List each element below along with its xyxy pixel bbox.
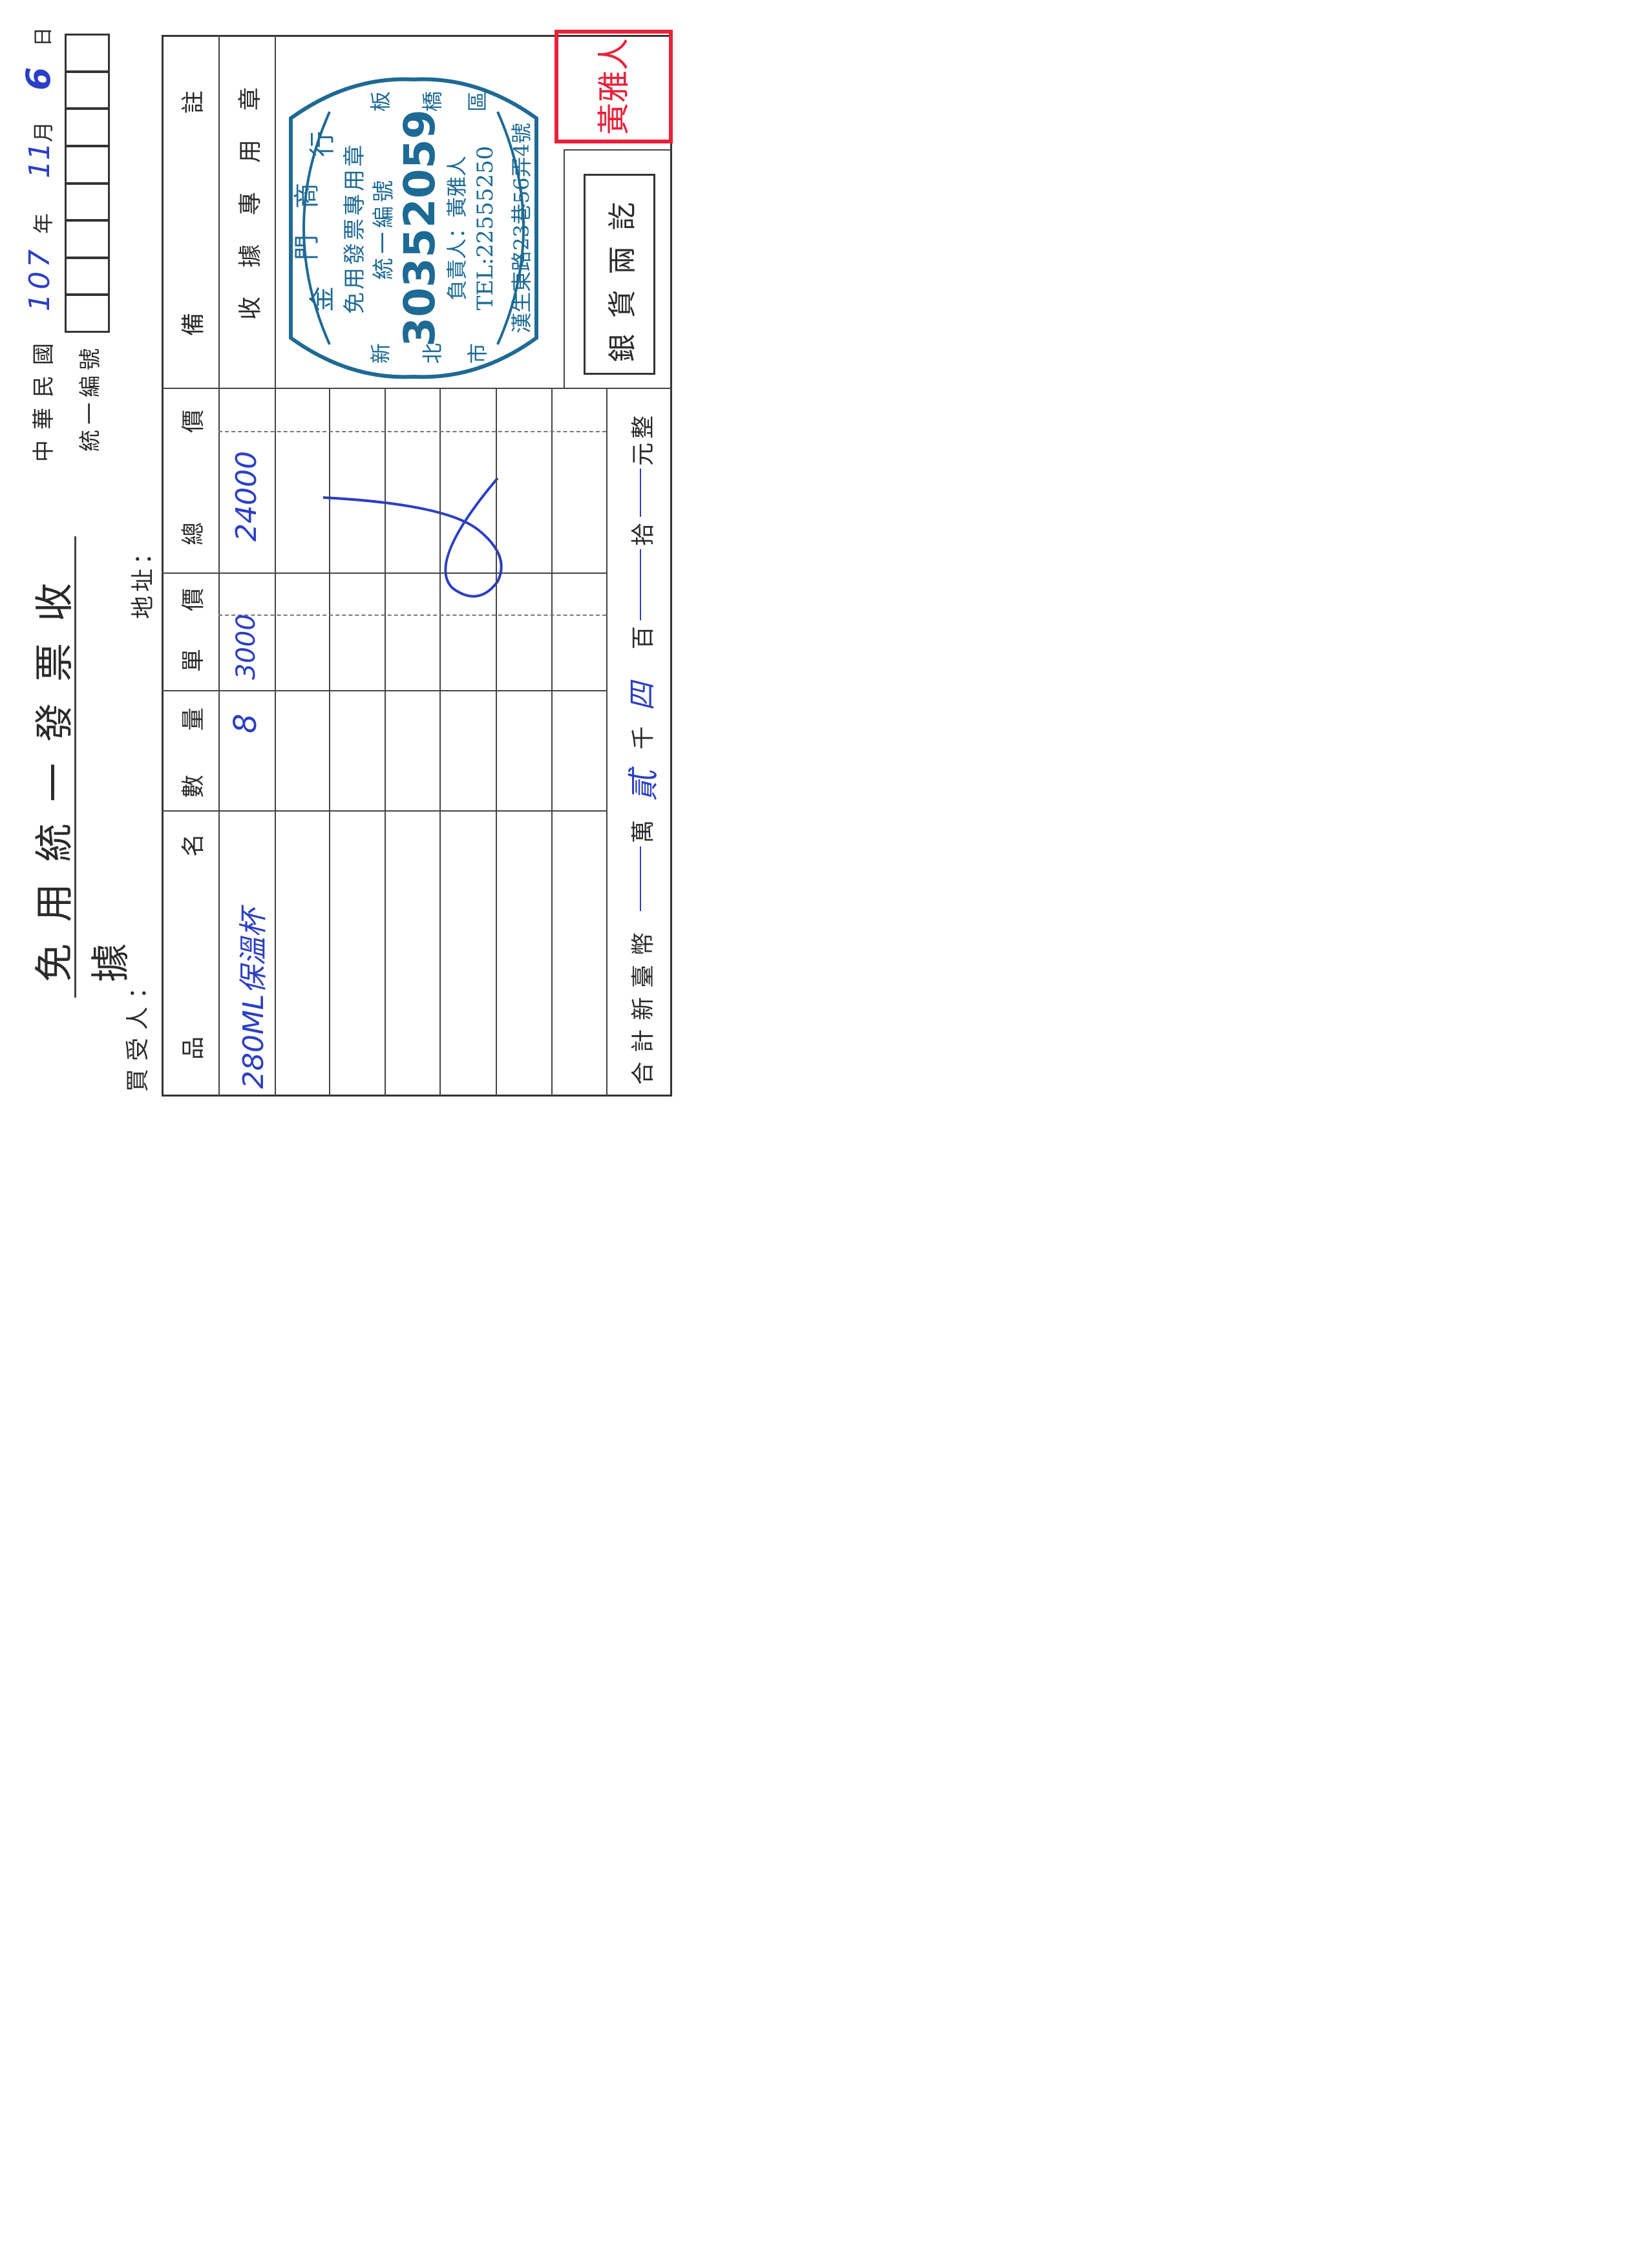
unit-price-decimal-dash (218, 614, 606, 616)
stamp-arc-bottom (496, 111, 525, 345)
shi-label: 拾 (630, 522, 657, 546)
tax-id-box[interactable] (65, 220, 110, 258)
table-row-line (439, 389, 441, 1097)
table-row-line (275, 389, 276, 1097)
table-col-line (162, 810, 606, 812)
total-blank-line (640, 468, 641, 517)
receipt-stamp-label: 收據專用章 (237, 87, 264, 320)
table-col-line (162, 690, 606, 691)
table-row-line (551, 389, 553, 1097)
tax-id-box[interactable] (65, 34, 110, 72)
item-name-cell[interactable]: 280ML保溫杯 (237, 908, 270, 1089)
bai-label: 百 (630, 625, 657, 649)
table-row-line (329, 389, 330, 1097)
stamp-address: 漢生東路23巷56弄4號 (509, 123, 534, 333)
month-label: 月 (31, 121, 56, 142)
paid-in-full-box: 銀貨兩訖 (584, 174, 655, 375)
wan-label: 萬 (630, 819, 657, 843)
remarks-row-line (218, 35, 220, 389)
total-blank-line (640, 846, 641, 911)
year-label: 年 (31, 213, 56, 234)
stamp-side-char: 北 (420, 343, 445, 364)
era-label: 中華民國 (31, 333, 57, 462)
date-day[interactable]: 6 (19, 67, 58, 90)
remarks-divider-vertical (564, 149, 672, 151)
tax-id-box[interactable] (65, 257, 110, 296)
table-col-line (162, 388, 672, 389)
stamp-side-char: 市 (465, 343, 490, 364)
stamp-side-char: 區 (465, 91, 490, 112)
day-label: 日 (32, 27, 55, 47)
unit-price-cell[interactable]: 3000 (231, 614, 261, 680)
stamp-line1: 免用發票專用章 (342, 142, 368, 314)
table-row-line (606, 389, 607, 1097)
handwritten-strike-mark (322, 477, 503, 598)
receipt-title: 免用統一發票收據 (32, 562, 134, 982)
bai-value[interactable]: 四 (626, 682, 659, 711)
total-decimal-dash (218, 431, 606, 432)
stamp-arc-char: 商 (292, 183, 322, 209)
total-label: 合計新臺幣 (630, 923, 657, 1085)
col-header-remarks: 備註 (180, 90, 207, 336)
company-stamp: 金 門 商 行 新 北 市 板 橋 區 免用發票專用章 統一編號 3035205… (289, 77, 538, 379)
date-month[interactable]: 11 (23, 142, 56, 178)
stamp-arc-top (302, 111, 331, 345)
address-label: 地址： (130, 537, 156, 619)
qian-value[interactable]: 貳 (626, 770, 662, 801)
yuan-label: 元整 (630, 411, 657, 466)
table-row-line (218, 389, 220, 1097)
stamp-arc-char: 行 (308, 131, 337, 157)
total-blank-line (640, 549, 641, 620)
stamp-tel: TEL:22555250 (472, 146, 498, 311)
total-cell[interactable]: 24000 (230, 451, 263, 541)
tax-id-label: 統一編號 (78, 343, 103, 452)
stamp-line2: 統一編號 (371, 176, 397, 280)
col-header-total: 總價 (180, 410, 207, 545)
table-col-line (162, 572, 606, 574)
col-header-item: 品名 (180, 834, 207, 1060)
table-row-line (496, 389, 497, 1097)
stamp-side-char: 板 (368, 91, 393, 112)
stamp-owner: 負責人：黃雅人 (445, 156, 469, 300)
receipt: 免用統一發票收據 中華民國 107 年 11 月 6 日 統一編號 買受人： 地… (0, 0, 685, 1098)
tax-id-box[interactable] (65, 145, 110, 184)
stamp-tax-id: 30352059 (395, 109, 445, 346)
table-row-line (385, 389, 386, 1097)
col-header-qty: 數量 (180, 708, 207, 798)
title-underline (74, 536, 76, 998)
buyer-label: 買受人： (125, 967, 151, 1092)
col-header-unit-price: 單價 (180, 588, 207, 672)
tax-id-box[interactable] (65, 294, 110, 333)
remarks-divider (564, 151, 565, 389)
qty-cell[interactable]: 8 (227, 713, 264, 733)
stamp-border (289, 77, 538, 379)
stamp-arc-char: 門 (292, 235, 322, 260)
red-seal: 黃雅人 (555, 30, 673, 143)
stamp-arc-char: 金 (308, 286, 337, 312)
tax-id-box[interactable] (65, 108, 110, 147)
date-year[interactable]: 107 (23, 246, 56, 311)
stamp-side-char: 橋 (420, 91, 445, 112)
stamp-side-char: 新 (368, 343, 393, 364)
qian-label: 千 (630, 726, 657, 750)
tax-id-box[interactable] (65, 182, 110, 222)
tax-id-box[interactable] (65, 70, 110, 110)
remarks-row-line (275, 35, 276, 389)
